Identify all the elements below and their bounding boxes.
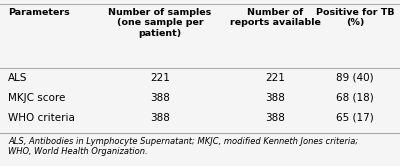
Text: 388: 388 xyxy=(265,113,285,123)
Text: WHO criteria: WHO criteria xyxy=(8,113,75,123)
Text: MKJC score: MKJC score xyxy=(8,93,65,103)
Text: 388: 388 xyxy=(150,113,170,123)
Text: 89 (40): 89 (40) xyxy=(336,73,374,83)
Text: 68 (18): 68 (18) xyxy=(336,93,374,103)
Text: ALS, Antibodies in Lymphocyte Supernatant; MKJC, modified Kenneth Jones criteria: ALS, Antibodies in Lymphocyte Supernatan… xyxy=(8,137,358,156)
Text: Positive for TB
(%): Positive for TB (%) xyxy=(316,8,394,27)
Text: 221: 221 xyxy=(265,73,285,83)
Text: 65 (17): 65 (17) xyxy=(336,113,374,123)
Text: 388: 388 xyxy=(265,93,285,103)
Text: 221: 221 xyxy=(150,73,170,83)
Text: ALS: ALS xyxy=(8,73,28,83)
Text: 388: 388 xyxy=(150,93,170,103)
Text: Parameters: Parameters xyxy=(8,8,70,17)
Text: Number of
reports available: Number of reports available xyxy=(230,8,320,27)
Text: Number of samples
(one sample per
patient): Number of samples (one sample per patien… xyxy=(108,8,212,38)
